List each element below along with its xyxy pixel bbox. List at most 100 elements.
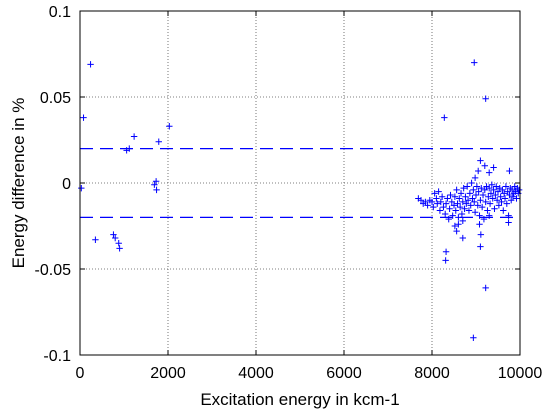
data-point: [453, 227, 460, 235]
data-point: [502, 183, 510, 190]
data-point: [505, 219, 512, 226]
data-point: [451, 222, 459, 230]
x-tick-label: 8000: [414, 365, 450, 382]
data-point: [464, 183, 471, 190]
axis-ticks: [79, 10, 521, 356]
data-point: [453, 186, 460, 194]
data-point: [459, 217, 466, 225]
data-point: [508, 197, 515, 204]
data-point: [461, 205, 468, 212]
data-points: [78, 59, 523, 341]
data-point: [434, 200, 441, 207]
data-point: [500, 190, 508, 197]
data-point: [464, 197, 472, 204]
data-point: [504, 188, 511, 195]
data-point: [481, 186, 488, 194]
data-point: [440, 203, 447, 211]
data-point: [487, 190, 495, 197]
data-point: [438, 193, 446, 200]
x-tick-label: 10000: [498, 365, 543, 382]
data-point: [488, 181, 496, 188]
data-point: [459, 234, 466, 242]
data-point: [430, 203, 437, 211]
data-point: [459, 198, 466, 206]
data-point: [491, 205, 498, 212]
y-tick-label: -0.1: [43, 348, 71, 365]
data-point: [92, 236, 99, 243]
data-point: [469, 195, 476, 202]
data-point: [484, 207, 491, 214]
data-point: [130, 133, 138, 140]
data-point: [467, 202, 474, 209]
y-tick-label: 0.1: [49, 4, 71, 21]
data-point: [116, 245, 123, 252]
data-point: [152, 178, 160, 185]
x-tick-labels: 0 2000 4000 6000 8000 10000: [76, 365, 543, 382]
grid: [80, 11, 520, 355]
reference-lines: [80, 147, 520, 219]
data-point: [110, 231, 117, 238]
data-point: [471, 198, 478, 206]
data-point: [431, 190, 438, 197]
data-point: [515, 186, 523, 194]
x-axis-title: Excitation energy in kcm-1: [200, 390, 399, 409]
data-point: [151, 181, 158, 188]
data-point: [112, 234, 119, 242]
data-point: [451, 193, 459, 200]
data-point: [475, 188, 482, 195]
data-point: [490, 164, 497, 171]
data-point: [495, 202, 503, 209]
data-point: [513, 195, 520, 202]
data-point: [477, 231, 485, 238]
data-point: [424, 202, 431, 209]
data-point: [505, 212, 512, 219]
data-point: [490, 186, 497, 194]
data-point: [422, 198, 429, 206]
data-point: [478, 203, 486, 211]
data-point: [457, 190, 465, 197]
data-point: [472, 191, 480, 199]
data-point: [462, 193, 469, 200]
x-tick-label: 2000: [150, 365, 186, 382]
data-point: [465, 207, 473, 214]
data-point: [452, 207, 459, 214]
data-point: [468, 179, 475, 187]
data-point: [445, 215, 452, 223]
data-point: [454, 200, 461, 207]
data-point: [442, 248, 450, 255]
x-tick-label: 6000: [326, 365, 362, 382]
data-point: [486, 169, 493, 176]
data-point: [446, 205, 453, 212]
y-tick-label: 0.05: [40, 90, 71, 107]
data-point: [492, 191, 499, 199]
data-point: [447, 191, 454, 199]
data-point: [115, 240, 122, 247]
data-point: [460, 184, 467, 192]
data-point: [456, 203, 464, 211]
data-point: [417, 197, 425, 204]
data-point: [474, 202, 481, 209]
data-point: [466, 190, 474, 197]
data-point: [449, 212, 456, 219]
data-point: [481, 162, 488, 169]
data-point: [506, 191, 513, 199]
y-tick-label: 0: [62, 176, 71, 193]
data-point: [506, 167, 513, 175]
data-point: [441, 114, 448, 121]
data-point: [78, 184, 85, 192]
y-axis-title: Energy difference in %: [9, 98, 28, 269]
data-point: [508, 186, 516, 194]
data-point: [442, 200, 450, 207]
data-point: [486, 184, 493, 192]
data-point: [477, 197, 484, 204]
data-point: [450, 202, 458, 209]
data-point: [482, 95, 489, 102]
x-tick-label: 4000: [238, 365, 274, 382]
data-point: [153, 186, 160, 194]
data-point: [501, 195, 509, 202]
data-point: [458, 210, 466, 218]
data-point: [455, 221, 462, 228]
data-point: [478, 184, 485, 192]
